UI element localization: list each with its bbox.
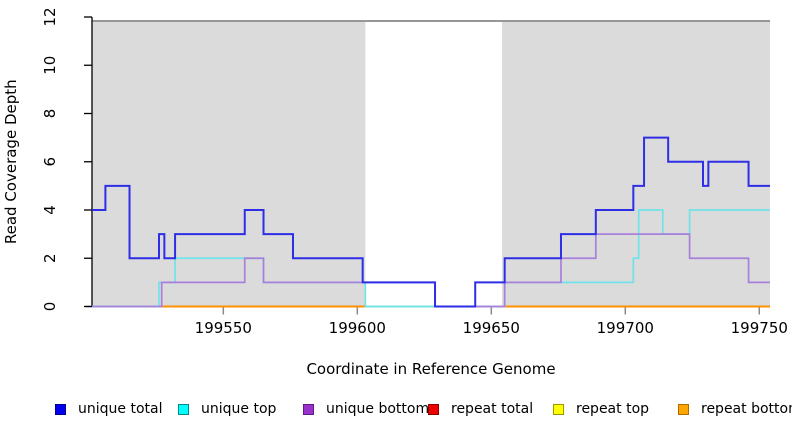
legend-item-unique-top: unique top [178,398,276,420]
legend-label: unique bottom [326,401,430,417]
series-unique-total [92,136,770,308]
legend-label: repeat top [576,401,650,417]
legend-label: unique top [201,401,277,417]
legend-swatch-icon [303,403,314,415]
x-tick-label: 199650 [463,319,520,337]
y-tick-label: 2 [41,253,59,263]
legend-item-unique-total: unique total [55,398,162,420]
legend-label: repeat bottom [701,401,792,417]
legend-swatch-icon [678,403,689,415]
legend-label: unique total [78,401,163,417]
y-tick-label: 10 [41,56,59,75]
legend-label: repeat total [451,401,534,417]
series-unique-bottom [92,233,770,308]
shaded-region [502,20,770,307]
x-tick-label: 199750 [731,319,788,337]
legend-swatch-icon [55,403,66,415]
shaded-region [92,20,366,307]
legend-item-repeat-total: repeat total [428,398,533,420]
x-axis-title: Coordinate in Reference Genome [306,360,555,378]
legend-swatch-icon [178,403,189,415]
legend-swatch-icon [428,403,439,415]
legend-item-repeat-bottom: repeat bottom [678,398,792,420]
y-tick-label: 6 [41,157,59,167]
x-tick-label: 199550 [195,319,252,337]
y-tick-label: 8 [41,109,59,119]
legend-item-repeat-top: repeat top [553,398,649,420]
x-tick-label: 199600 [329,319,386,337]
legend-item-unique-bottom: unique bottom [303,398,429,420]
y-tick-label: 12 [41,7,59,26]
legend-swatch-icon [553,403,564,415]
y-tick-label: 4 [41,205,59,215]
y-tick-label: 0 [41,302,59,312]
y-axis-title: Read Coverage Depth [2,79,20,244]
chart-legend: unique total unique top unique bottom repea… [0,398,792,424]
x-tick-label: 199700 [597,319,654,337]
